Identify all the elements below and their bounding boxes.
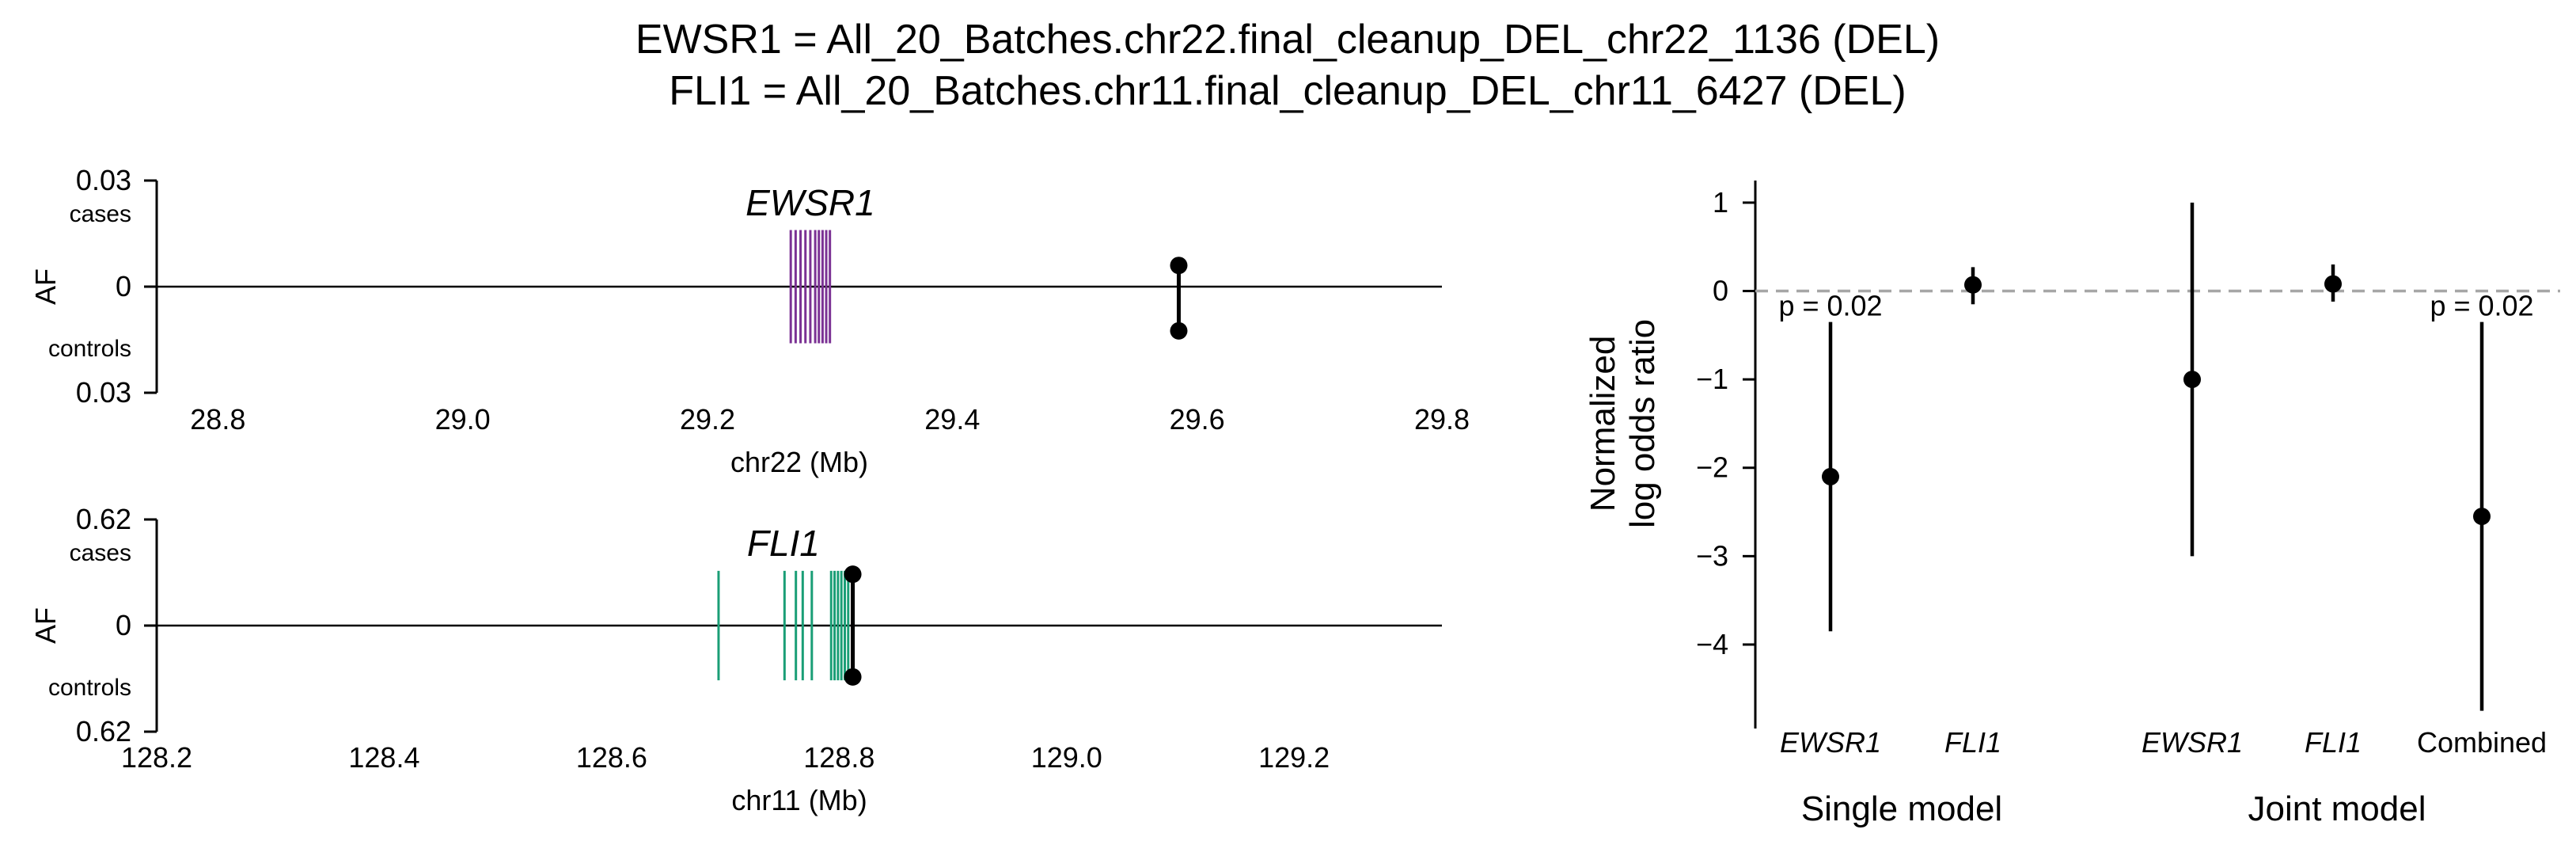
x-tick-label: 129.0 — [1031, 741, 1102, 774]
cases-label: cases — [70, 540, 131, 566]
controls-label: controls — [48, 675, 131, 701]
x-axis-label: chr22 (Mb) — [730, 446, 868, 478]
variant-control-point — [1170, 321, 1188, 340]
y-tick-label: 0.62 — [76, 715, 131, 748]
x-axis-label: chr11 (Mb) — [731, 784, 867, 816]
x-tick-label: 128.6 — [576, 741, 647, 774]
y-tick-label: 0 — [116, 609, 131, 641]
p-value-label: p = 0.02 — [1778, 290, 1882, 322]
p-value-label: p = 0.02 — [2430, 290, 2533, 322]
y-tick-label: 0 — [116, 270, 131, 302]
y-axis-label-line-2: log odds ratio — [1623, 319, 1662, 528]
y-tick-label: 0 — [1713, 275, 1728, 307]
y-tick-label: −3 — [1696, 539, 1728, 572]
variant-case-point — [1170, 257, 1188, 275]
estimate-point — [2324, 275, 2342, 293]
controls-label: controls — [48, 336, 131, 362]
category-label: FLI1 — [1944, 726, 2001, 759]
estimate-point — [2183, 371, 2201, 389]
effect-size-panel: 1 0 −1 −2 −3 −4 Normalized log odds ratio EWSR1 F… — [1584, 181, 2560, 828]
group-label: Joint model — [2248, 789, 2426, 828]
x-tick-label: 29.4 — [924, 403, 980, 436]
category-label: EWSR1 — [2142, 726, 2243, 759]
x-tick-label: 128.2 — [121, 741, 192, 774]
estimate-point — [1964, 276, 1982, 294]
variant-control-point — [844, 668, 862, 686]
ewsr1-locus-panel: 0.03 0 0.03 cases controls AF 28.8 29.0 29.2 29.4… — [29, 164, 1470, 478]
group-label: Single model — [1801, 789, 2002, 828]
x-tick-label: 128.4 — [348, 741, 419, 774]
cases-label: cases — [70, 201, 131, 227]
estimate-point — [1822, 467, 1839, 485]
y-tick-label: 0.03 — [76, 376, 131, 409]
figure-title-line-2: FLI1 = All_20_Batches.chr11.final_cleanu… — [669, 68, 1906, 114]
x-tick-label: 28.8 — [190, 403, 245, 436]
x-tick-label: 129.2 — [1258, 741, 1330, 774]
x-tick-label: 29.8 — [1414, 403, 1470, 436]
estimate-point — [2473, 508, 2491, 526]
variant-case-point — [844, 565, 862, 584]
x-tick-label: 29.6 — [1170, 403, 1225, 436]
x-tick-label: 128.8 — [803, 741, 874, 774]
gene-label: EWSR1 — [745, 182, 875, 223]
y-axis-label: AF — [29, 607, 62, 644]
y-axis-label: AF — [29, 268, 62, 305]
y-tick-label: 1 — [1713, 186, 1728, 219]
y-tick-label: 0.03 — [76, 164, 131, 196]
y-tick-label: −4 — [1696, 628, 1728, 660]
category-label: EWSR1 — [1780, 726, 1881, 759]
x-tick-label: 29.2 — [680, 403, 735, 436]
y-tick-label: −1 — [1696, 363, 1728, 395]
y-tick-label: 0.62 — [76, 503, 131, 535]
y-tick-label: −2 — [1696, 451, 1728, 484]
category-label: FLI1 — [2305, 726, 2362, 759]
x-tick-label: 29.0 — [435, 403, 491, 436]
category-label: Combined — [2417, 726, 2547, 759]
y-axis-label-line-1: Normalized — [1584, 336, 1622, 512]
gene-label: FLI1 — [747, 523, 820, 564]
fli1-locus-panel: 0.62 0 0.62 cases controls AF 128.2 128.4 128.6 1… — [29, 503, 1442, 816]
figure-title-line-1: EWSR1 = All_20_Batches.chr22.final_clean… — [635, 17, 1940, 63]
